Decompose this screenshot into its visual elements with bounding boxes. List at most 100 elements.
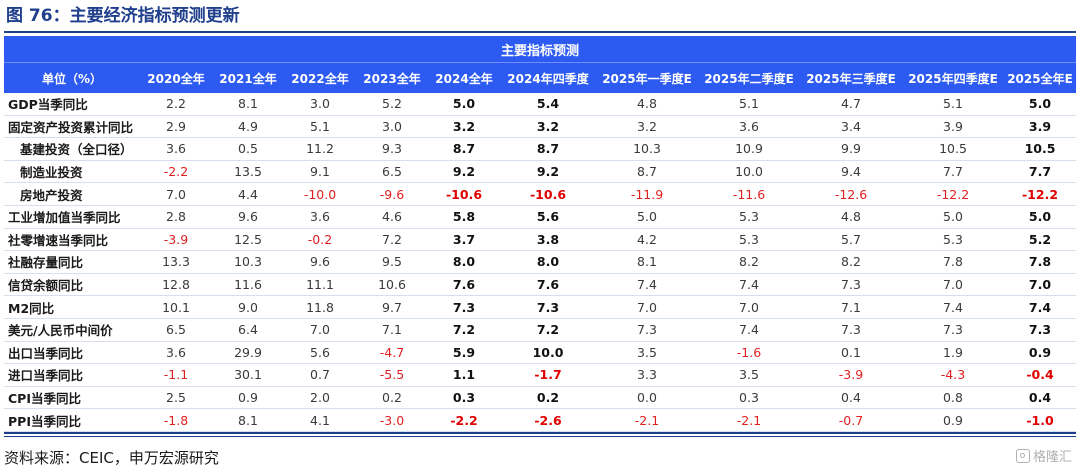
table-cell: 7.8 [1004, 250, 1077, 274]
table-cell: 3.5 [698, 363, 800, 387]
row-label: M2同比 [4, 295, 140, 319]
table-cell: -10.6 [428, 182, 500, 206]
table-cell: -4.3 [902, 363, 1004, 387]
table-cell: -3.0 [356, 408, 428, 432]
row-label: PPI当季同比 [4, 408, 140, 432]
unit-header: 单位（%） [4, 62, 140, 93]
table-cell: 8.2 [698, 250, 800, 274]
table-cell: 8.7 [428, 137, 500, 161]
table-band-title: 主要指标预测 [4, 36, 1077, 63]
table-cell: -3.9 [800, 363, 902, 387]
table-cell: 11.1 [284, 273, 356, 297]
table-row: GDP当季同比 2.2 8.1 3.0 5.2 5.0 5.4 4.8 5.1 4.7 5.1 5.0 [4, 93, 1077, 116]
table-cell: 5.3 [698, 205, 800, 229]
row-label: 房地产投资 [4, 182, 140, 206]
table-cell: 5.8 [428, 205, 500, 229]
table-cell: 10.0 [698, 160, 800, 184]
column-header: 2025年四季度E [902, 62, 1004, 93]
table-cell: 11.8 [284, 295, 356, 319]
table-cell: 7.4 [596, 273, 698, 297]
row-label: 工业增加值当季同比 [4, 205, 140, 229]
table-cell: -2.6 [500, 408, 596, 432]
table-cell: -1.8 [140, 408, 212, 432]
table-cell: 7.0 [140, 182, 212, 206]
table-cell: 8.2 [800, 250, 902, 274]
table-cell: 7.7 [902, 160, 1004, 184]
table-cell: 7.4 [1004, 295, 1077, 319]
table-cell: 0.2 [356, 386, 428, 410]
table-cell: 0.7 [284, 363, 356, 387]
forecast-table: 主要指标预测 单位（%） 2020全年 2021全年 2022全年 2023全年 202… [4, 36, 1077, 432]
column-header: 2025年一季度E [596, 62, 698, 93]
table-row: M2同比 10.1 9.0 11.8 9.7 7.3 7.3 7.0 7.0 7.1 7.4 7.4 [4, 295, 1077, 319]
row-label: 基建投资（全口径） [4, 137, 140, 161]
figure-title: 图 76：主要经济指标预测更新 [6, 6, 240, 26]
table-cell: 9.7 [356, 295, 428, 319]
table-cell: -2.2 [140, 160, 212, 184]
table-cell: 5.0 [902, 205, 1004, 229]
table-cell: 0.9 [212, 386, 284, 410]
table-cell: 5.4 [500, 93, 596, 116]
column-header: 2024年四季度 [500, 62, 596, 93]
table-cell: 7.1 [800, 295, 902, 319]
table-cell: -2.2 [428, 408, 500, 432]
table-cell: 7.6 [500, 273, 596, 297]
table-cell: 5.2 [1004, 228, 1077, 252]
table-cell: 5.6 [500, 205, 596, 229]
table-cell: 0.9 [902, 408, 1004, 432]
table-cell: 3.8 [500, 228, 596, 252]
table-cell: 10.0 [500, 341, 596, 365]
table-cell: 3.3 [596, 363, 698, 387]
table-row: 基建投资（全口径） 3.6 0.5 11.2 9.3 8.7 8.7 10.3 10.9 9.9 1… [4, 137, 1077, 161]
table-cell: 2.8 [140, 205, 212, 229]
table-cell: 3.7 [428, 228, 500, 252]
table-cell: 5.9 [428, 341, 500, 365]
table-cell: -12.2 [1004, 182, 1077, 206]
table-row: 美元/人民币中间价 6.5 6.4 7.0 7.1 7.2 7.2 7.3 7.4 7.3 7.3 7… [4, 318, 1077, 342]
table-cell: 13.3 [140, 250, 212, 274]
table-cell: 5.0 [1004, 93, 1077, 116]
column-header: 2021全年 [212, 62, 284, 93]
table-cell: 4.7 [800, 93, 902, 116]
table-cell: 7.4 [698, 318, 800, 342]
table-cell: -12.2 [902, 182, 1004, 206]
table-cell: 3.6 [698, 115, 800, 139]
table-cell: 4.8 [800, 205, 902, 229]
table-cell: 11.2 [284, 137, 356, 161]
table-row: 社零增速当季同比 -3.9 12.5 -0.2 7.2 3.7 3.8 4.2 5.3 5.7 5.… [4, 228, 1077, 252]
table-cell: 9.0 [212, 295, 284, 319]
table-cell: 0.8 [902, 386, 1004, 410]
column-header: 2023全年 [356, 62, 428, 93]
column-header: 2025年二季度E [698, 62, 800, 93]
table-cell: 5.0 [1004, 205, 1077, 229]
table-cell: 5.1 [902, 93, 1004, 116]
table-cell: 5.7 [800, 228, 902, 252]
table-cell: 3.0 [356, 115, 428, 139]
watermark-text: 格隆汇 [1032, 450, 1072, 465]
table-cell: 3.6 [140, 137, 212, 161]
row-label: 社零增速当季同比 [4, 228, 140, 252]
table-row: 出口当季同比 3.6 29.9 5.6 -4.7 5.9 10.0 3.5 -1.6 0.1 1.9… [4, 341, 1077, 365]
table-row: 信贷余额同比 12.8 11.6 11.1 10.6 7.6 7.6 7.4 7.4 7.3 7.0… [4, 273, 1077, 297]
table-cell: -1.0 [1004, 408, 1077, 432]
table-cell: 12.8 [140, 273, 212, 297]
table-cell: 7.3 [902, 318, 1004, 342]
table-cell: 2.2 [140, 93, 212, 116]
row-label: 进口当季同比 [4, 363, 140, 387]
table-cell: 8.7 [500, 137, 596, 161]
table-cell: -4.7 [356, 341, 428, 365]
table-cell: 29.9 [212, 341, 284, 365]
table-cell: 6.4 [212, 318, 284, 342]
title-rule [4, 31, 1076, 33]
table-cell: 0.9 [1004, 341, 1077, 365]
table-cell: -9.6 [356, 182, 428, 206]
table-cell: 8.1 [596, 250, 698, 274]
row-label: CPI当季同比 [4, 386, 140, 410]
table-cell: 7.3 [500, 295, 596, 319]
table-cell: 3.5 [596, 341, 698, 365]
table-cell: 5.2 [356, 93, 428, 116]
table-cell: 5.6 [284, 341, 356, 365]
watermark: 格隆汇 [1015, 446, 1072, 465]
gelonghui-logo-icon [1015, 448, 1030, 463]
table-cell: 10.5 [1004, 137, 1077, 161]
